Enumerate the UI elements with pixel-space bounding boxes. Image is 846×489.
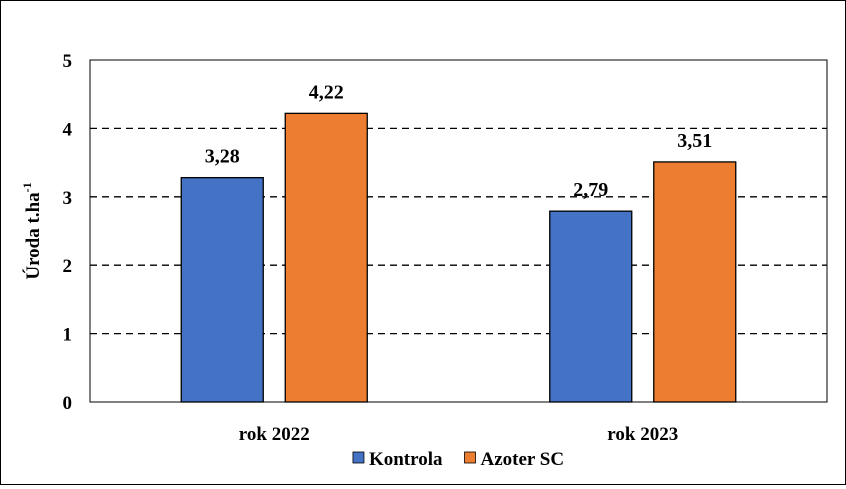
x-category-label: rok 2022 xyxy=(239,424,310,445)
bar xyxy=(653,161,737,403)
legend: Kontrola Azoter SC xyxy=(352,449,565,470)
bar-value-label: 2,79 xyxy=(573,179,608,201)
bar xyxy=(180,176,264,403)
legend-swatch xyxy=(464,451,476,464)
legend-label: Azoter SC xyxy=(481,449,565,470)
y-tick-label: 3 xyxy=(63,188,73,209)
y-tick-label: 1 xyxy=(63,325,73,346)
y-tick-label: 0 xyxy=(63,393,73,414)
bar-value-label: 3,28 xyxy=(205,146,240,168)
y-tick-label: 4 xyxy=(63,119,73,140)
bars: 3,28 4,22 2,79 3,51 xyxy=(180,81,737,403)
x-category-label: rok 2023 xyxy=(607,424,678,445)
legend-label: Kontrola xyxy=(369,449,443,470)
y-tick-label: 5 xyxy=(63,51,73,72)
bar xyxy=(549,210,633,403)
y-tick-label: 2 xyxy=(63,256,73,277)
bar-value-label: 3,51 xyxy=(677,130,712,152)
y-axis-label-text: Úroda t.ha xyxy=(22,192,44,280)
bar xyxy=(284,112,368,403)
x-axis-categories: rok 2022 rok 2023 xyxy=(239,424,678,445)
y-axis-label: Úroda t.ha-1 xyxy=(20,182,44,279)
legend-swatch xyxy=(352,451,365,464)
y-axis-ticks: 0 1 2 3 4 5 xyxy=(63,51,73,414)
y-axis-label-superscript: -1 xyxy=(20,182,34,192)
bar-value-label: 4,22 xyxy=(309,81,344,103)
plot-area xyxy=(89,59,828,403)
